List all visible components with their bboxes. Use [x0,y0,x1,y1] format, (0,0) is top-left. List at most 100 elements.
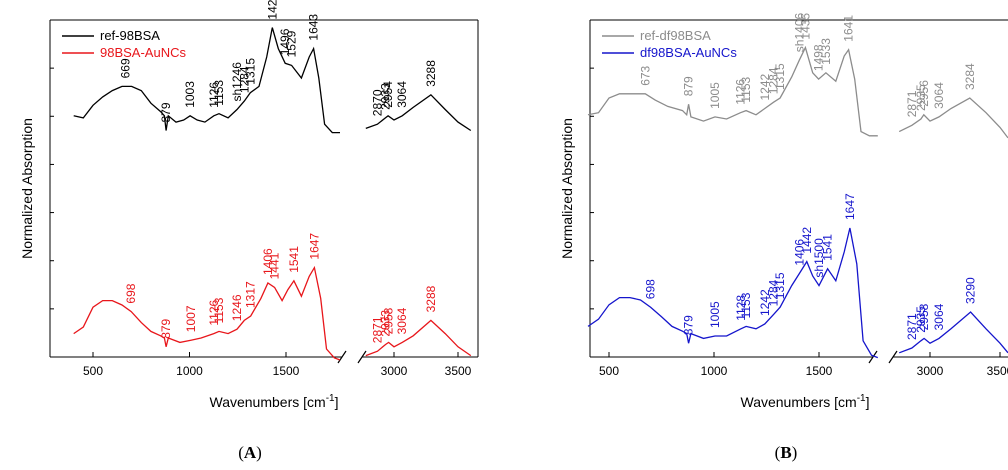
peak-label: 879 [682,76,696,96]
peak-label: 3288 [424,60,438,87]
legend-entry: ref-98BSA [100,28,160,43]
peak-label: 1005 [708,301,722,328]
x-tick-label: 3000 [917,364,944,378]
peak-label: 1128 [734,295,748,321]
series-line-right [365,93,472,132]
y-axis-title: Normalized Absorption [559,118,575,259]
peak-label: 2954 [381,81,395,108]
legend-entry: 98BSA-AuNCs [100,45,186,60]
peak-label: 1643 [307,14,321,41]
peak-label: 1496 [278,28,292,55]
peak-label: 1406 [261,248,275,275]
legend-entry: df98BSA-AuNCs [640,45,737,60]
peak-label: 2935 [914,306,928,333]
peak-label: 698 [644,279,658,299]
axis-break-mark [868,350,878,364]
peak-label: 1284 [237,66,251,93]
x-tick-label: 500 [599,364,619,378]
peak-label: sh1406 [792,13,806,53]
peak-label: 2933 [378,83,392,110]
series-line-left [73,265,341,361]
peak-label: 1406 [792,239,806,266]
peak-label: 879 [682,315,696,335]
legend-entry: ref-df98BSA [640,28,711,43]
peak-label: 1435 [798,13,812,40]
x-tick-label: 3000 [381,364,408,378]
x-tick-label: 3500 [987,364,1008,378]
peak-label: 3288 [424,285,438,312]
series-line-left [587,227,879,359]
x-tick-label: 1500 [806,364,833,378]
peak-label: 2958 [382,307,396,334]
peak-label: 1498 [812,44,826,71]
peak-label: 2956 [917,80,931,107]
peak-label: 3284 [963,63,977,90]
peak-label: 1533 [819,38,833,65]
peak-label: 1529 [285,30,299,57]
series-line-right [365,319,472,357]
peak-label: 2871 [905,90,919,117]
peak-label: 3064 [395,81,409,108]
x-tick-label: 3500 [445,364,472,378]
peak-label: 1153 [212,297,226,323]
peak-label: 1315 [773,272,787,299]
axis-break-mark [357,350,367,364]
peak-label: 1442 [800,227,814,254]
peak-label: 1153 [739,292,753,318]
peak-label: 673 [638,65,652,85]
peak-label: 698 [124,283,138,303]
peak-label: 1315 [773,63,787,90]
peak-label: 1242 [758,73,772,100]
series-line-right [898,311,1008,354]
peak-label: 1284 [767,67,781,94]
chart-panel-b: 500 1000 1500 3000 3500 Wavenumbers [cm-1] Nor… [559,13,1008,462]
peak-label: 879 [159,102,173,122]
peak-label: 1007 [184,305,198,332]
peak-label: 3290 [964,277,978,304]
peak-label: 3064 [395,307,409,334]
peak-label: 1126 [207,82,221,108]
peak-label: 1246 [230,294,244,321]
peak-label: 2871 [370,316,384,343]
peak-label: 1647 [843,193,857,220]
x-tick-label: 1000 [701,364,728,378]
peak-label: 1315 [243,58,257,85]
panel-label: (B) [775,443,798,462]
peak-label: 1153 [739,76,753,102]
peak-label: 3064 [932,82,946,109]
peak-label: 2935 [914,84,928,111]
axis-break-mark [888,350,898,364]
panel-label: (A) [238,443,262,462]
peak-label: 669 [119,58,133,78]
axis-break-mark [337,350,347,364]
peak-label: 2871 [905,313,919,340]
peak-label: 1647 [307,233,321,260]
chart-panel-a: 500 1000 1500 3000 3500 Wavenumbers [cm-1] Nor… [19,0,479,462]
x-tick-label: 500 [83,364,103,378]
series-line-left [73,27,340,134]
x-tick-label: 1500 [273,364,300,378]
peak-label: 1541 [287,246,301,273]
peak-label: 879 [159,318,173,338]
peak-label: sh1246 [230,62,244,102]
peak-label: 1126 [207,299,221,325]
peak-label: 1242 [758,289,772,316]
x-tick-label: 1000 [176,364,203,378]
peak-label: 1284 [767,279,781,306]
peak-label: 1005 [708,82,722,109]
series-line-right [898,97,1008,139]
peak-label: 1153 [212,80,226,106]
peak-label: 3064 [932,303,946,330]
y-axis-title: Normalized Absorption [19,118,35,259]
peak-label: 1429 [265,0,279,20]
peak-label: 2958 [917,303,931,330]
peak-label: 1541 [821,234,835,261]
peak-label: 2933 [378,310,392,337]
peak-label: 1003 [183,81,197,108]
series-line-left [587,45,878,137]
peak-label: 1317 [244,281,258,308]
peak-label: 1126 [733,79,747,105]
